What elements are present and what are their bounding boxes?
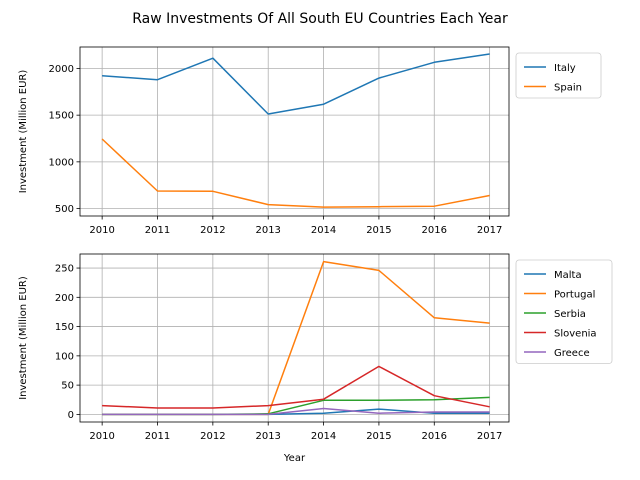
x-tick-label: 2011 bbox=[145, 431, 170, 442]
x-axis-label: Year bbox=[283, 453, 306, 464]
legend-label-slovenia: Slovenia bbox=[554, 329, 597, 340]
x-tick-label: 2014 bbox=[311, 225, 336, 236]
legend-label-portugal: Portugal bbox=[554, 290, 595, 301]
x-tick-label: 2010 bbox=[89, 431, 114, 442]
x-tick-label: 2012 bbox=[200, 431, 225, 442]
x-tick-label: 2013 bbox=[255, 225, 280, 236]
axes-frame bbox=[79, 46, 510, 217]
y-tick-label: 500 bbox=[55, 204, 74, 215]
y-tick-label: 1500 bbox=[49, 111, 74, 122]
x-tick-label: 2012 bbox=[200, 225, 225, 236]
x-tick-label: 2013 bbox=[255, 431, 280, 442]
legend-label-serbia: Serbia bbox=[554, 309, 586, 320]
chart-top-italy-spain: 2010 2011 2012 2013 2014 2015 2016 2017 500 1000 1… bbox=[18, 46, 602, 236]
x-tick-label: 2011 bbox=[145, 225, 170, 236]
x-tick-label: 2010 bbox=[89, 225, 114, 236]
x-tick-label: 2017 bbox=[477, 431, 502, 442]
y-axis-label: Investment (Million EUR) bbox=[18, 276, 29, 400]
axes-frame bbox=[79, 253, 510, 423]
y-tick-label: 100 bbox=[55, 351, 74, 362]
legend-label-spain: Spain bbox=[554, 83, 582, 94]
legend: Malta Portugal Serbia Slovenia Greece bbox=[515, 259, 613, 364]
x-tick-label: 2016 bbox=[422, 225, 447, 236]
chart-bottom-small-countries: 2010 2011 2012 2013 2014 2015 2016 2017 0 50 100 15… bbox=[18, 253, 613, 464]
series-line-slovenia bbox=[102, 365, 490, 409]
y-tick-label: 250 bbox=[55, 264, 74, 275]
x-tick-label: 2017 bbox=[477, 225, 502, 236]
y-tick-label: 150 bbox=[55, 322, 74, 333]
legend-label-italy: Italy bbox=[554, 63, 576, 74]
legend: Italy Spain bbox=[515, 52, 602, 99]
y-tick-label: 2000 bbox=[49, 64, 74, 75]
y-tick-label: 1000 bbox=[49, 157, 74, 168]
series-line-italy bbox=[102, 53, 490, 115]
legend-label-greece: Greece bbox=[554, 348, 590, 359]
series-line-spain bbox=[101, 138, 490, 208]
series-line-greece bbox=[102, 407, 490, 416]
y-tick-label: 200 bbox=[55, 293, 74, 304]
x-tick-label: 2014 bbox=[311, 431, 336, 442]
x-tick-label: 2016 bbox=[422, 431, 447, 442]
x-tick-label: 2015 bbox=[366, 225, 391, 236]
legend-box bbox=[515, 259, 613, 364]
legend-label-malta: Malta bbox=[554, 270, 582, 281]
y-tick-label: 0 bbox=[68, 410, 74, 421]
y-axis-label: Investment (Million EUR) bbox=[18, 70, 29, 194]
series-line-portugal bbox=[102, 260, 490, 416]
figure-title: Raw Investments Of All South EU Countrie… bbox=[132, 11, 508, 27]
y-tick-label: 50 bbox=[61, 381, 74, 392]
x-tick-label: 2015 bbox=[366, 431, 391, 442]
